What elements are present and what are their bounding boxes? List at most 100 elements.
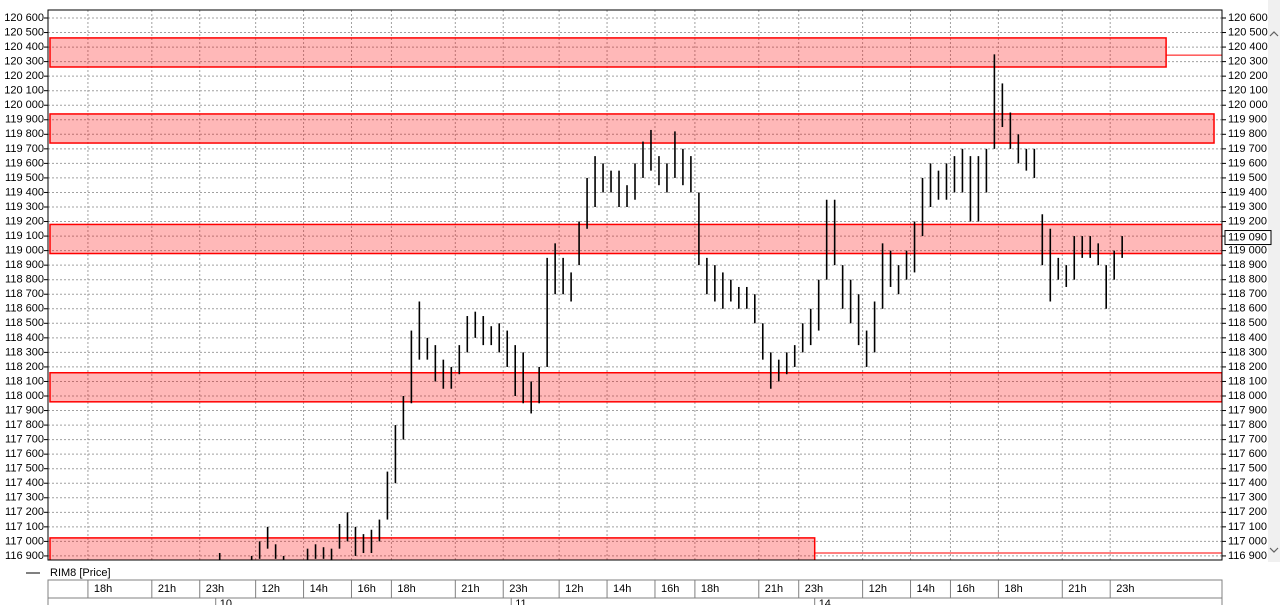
y-tick-label: 119 300 [5,201,44,213]
y2-tick-label: 119 600 [1228,157,1267,169]
y-tick-label: 118 000 [5,390,44,402]
y-tick-label: 117 200 [5,506,44,518]
y-tick-label: 119 500 [5,172,44,184]
x-tick-label: 12h [262,583,280,595]
x-tick-label: 23h [206,583,224,595]
x-tick-label: 14h [917,583,935,595]
y-tick-label: 118 400 [5,332,44,344]
x-tick-label: 14h [613,583,631,595]
y2-tick-label: 119 900 [1228,114,1267,126]
legend-label: RIM8 [Price] [50,567,111,579]
plot-frame [47,9,1223,561]
y2-tick-label: 117 200 [1228,506,1267,518]
y-tick-label: 118 100 [5,375,44,387]
y2-tick-label: 117 100 [1228,521,1267,533]
y2-tick-label: 118 400 [1228,332,1267,344]
scroll-up-arrow[interactable] [1269,31,1279,37]
y2-tick-label: 119 400 [1228,186,1267,198]
y2-tick-label: 119 200 [1228,215,1267,227]
y-tick-label: 117 700 [5,434,44,446]
last-price-box [1224,230,1272,246]
x-tick-label: 18h [397,583,415,595]
x-tick-label: 18h [701,583,719,595]
y-tick-label: 119 800 [5,128,44,140]
y2-tick-label: 120 000 [1228,99,1268,111]
y2-tick-label: 118 100 [1228,375,1267,387]
x-tick-label: 14h [310,583,328,595]
y-tick-label: 120 100 [4,85,44,97]
y-tick-label: 117 600 [5,448,44,460]
y-tick-label: 117 800 [5,419,44,431]
y-tick-label: 118 900 [5,259,44,271]
x-tick-label: 21h [765,583,783,595]
x-tick-label: 21h [461,583,479,595]
y2-tick-label: 120 300 [1228,56,1268,68]
x-tick-label: 16h [956,583,974,595]
y2-tick-label: 117 800 [1228,419,1267,431]
x-tick-label: 23h [1116,583,1134,595]
y2-tick-label: 116 900 [1228,550,1267,562]
y2-tick-label: 117 900 [1228,404,1267,416]
zone [49,113,1215,144]
y-tick-label: 118 500 [5,317,44,329]
x-tick-label: 21h [158,583,176,595]
x-tick-label: 12h [565,583,583,595]
y2-tick-label: 118 300 [1228,346,1267,358]
plot-area [48,10,1222,560]
zone [49,37,1167,68]
y2-tick-label: 118 500 [1228,317,1267,329]
date-label: 11 [515,598,526,605]
y2-tick-label: 120 400 [1228,41,1268,53]
y-tick-label: 118 700 [5,288,44,300]
y-tick-label: 116 900 [5,550,44,562]
y2-tick-label: 120 600 [1228,12,1268,24]
y-tick-label: 120 000 [4,99,44,111]
y2-tick-label: 120 100 [1228,85,1268,97]
y2-tick-label: 117 400 [1228,477,1267,489]
x-tick-label: 23h [805,583,823,595]
y-tick-label: 118 200 [5,361,44,373]
x-axis-frame [47,579,1223,599]
y-tick-label: 120 600 [4,12,44,24]
y-tick-label: 120 400 [4,41,44,53]
y-tick-label: 119 400 [5,186,44,198]
y2-tick-label: 119 800 [1228,128,1267,140]
x-tick-label: 18h [94,583,112,595]
x-tick-label: 16h [357,583,375,595]
y2-tick-label: 118 900 [1228,259,1267,271]
y-tick-label: 117 400 [5,477,44,489]
y2-tick-label: 118 600 [1228,303,1267,315]
y2-tick-label: 118 200 [1228,361,1267,373]
y-tick-label: 118 800 [5,274,44,286]
y-tick-label: 119 100 [5,230,44,242]
y2-tick-label: 117 600 [1228,448,1267,460]
y2-tick-label: 118 000 [1228,390,1267,402]
y2-tick-label: 118 700 [1228,288,1267,300]
y2-tick-label: 117 300 [1228,492,1267,504]
last-price-label: 119 090 [1228,231,1267,243]
y-tick-label: 117 000 [5,535,44,547]
zone [49,223,1222,255]
y-tick-label: 120 300 [4,56,44,68]
y2-tick-label: 119 000 [1228,245,1267,257]
y-tick-label: 118 600 [5,303,44,315]
y2-tick-label: 119 500 [1228,172,1267,184]
y-tick-label: 119 200 [5,215,44,227]
date-label: 10 [220,598,232,605]
zone [49,537,816,560]
x-tick-label: 16h [661,583,679,595]
y2-tick-label: 117 000 [1228,535,1267,547]
scrollbar[interactable] [1268,0,1280,562]
y2-tick-label: 118 800 [1228,274,1267,286]
y2-tick-label: 117 700 [1228,434,1267,446]
y-tick-label: 120 200 [4,70,44,82]
y-tick-label: 117 500 [5,463,44,475]
y-tick-label: 117 300 [5,492,44,504]
scroll-down-arrow[interactable] [1269,547,1279,553]
y-tick-label: 119 600 [5,157,44,169]
y-tick-label: 119 700 [5,143,44,155]
x-tick-label: 21h [1068,583,1086,595]
